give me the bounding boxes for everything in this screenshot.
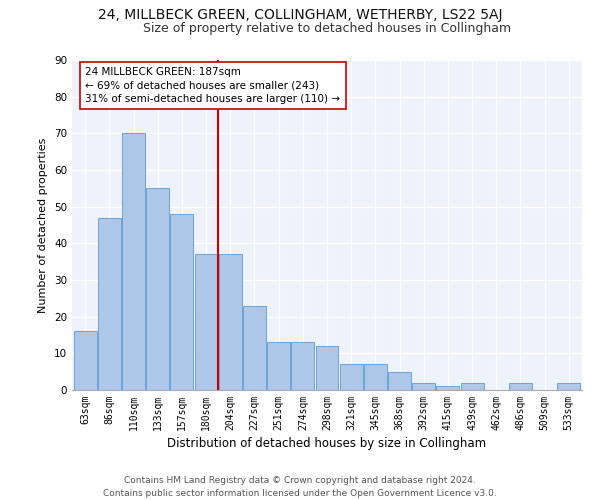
Bar	[243, 306, 266, 390]
Title: Size of property relative to detached houses in Collingham: Size of property relative to detached ho…	[143, 22, 511, 35]
Bar	[340, 364, 362, 390]
Bar	[219, 254, 242, 390]
Text: 24 MILLBECK GREEN: 187sqm
← 69% of detached houses are smaller (243)
31% of semi: 24 MILLBECK GREEN: 187sqm ← 69% of detac…	[85, 68, 340, 104]
Text: 24, MILLBECK GREEN, COLLINGHAM, WETHERBY, LS22 5AJ: 24, MILLBECK GREEN, COLLINGHAM, WETHERBY…	[98, 8, 502, 22]
Bar	[364, 364, 387, 390]
Bar	[74, 332, 97, 390]
Bar	[436, 386, 460, 390]
Y-axis label: Number of detached properties: Number of detached properties	[38, 138, 49, 312]
Bar	[98, 218, 121, 390]
X-axis label: Distribution of detached houses by size in Collingham: Distribution of detached houses by size …	[167, 437, 487, 450]
Bar	[316, 346, 338, 390]
Bar	[412, 382, 435, 390]
Bar	[388, 372, 411, 390]
Text: Contains HM Land Registry data © Crown copyright and database right 2024.
Contai: Contains HM Land Registry data © Crown c…	[103, 476, 497, 498]
Bar	[146, 188, 169, 390]
Bar	[461, 382, 484, 390]
Bar	[194, 254, 218, 390]
Bar	[122, 134, 145, 390]
Bar	[509, 382, 532, 390]
Bar	[557, 382, 580, 390]
Bar	[170, 214, 193, 390]
Bar	[267, 342, 290, 390]
Bar	[292, 342, 314, 390]
